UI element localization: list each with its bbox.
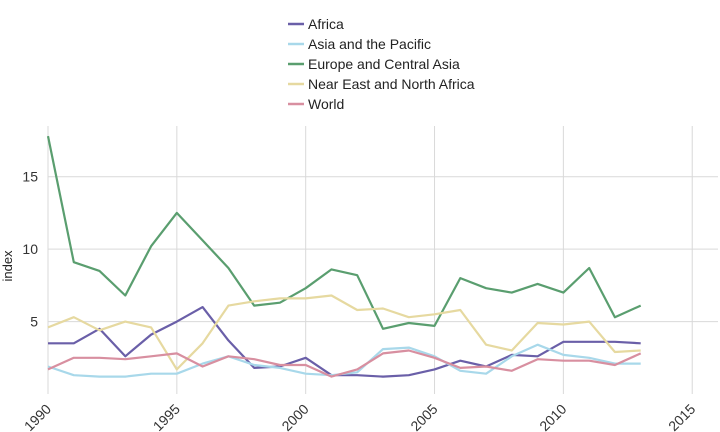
legend-label: Africa: [308, 16, 344, 32]
x-tick-label: 2005: [407, 401, 440, 432]
y-tick-label: 10: [22, 241, 38, 257]
series-line-1: [48, 306, 641, 378]
x-tick-label: 2000: [278, 401, 311, 432]
legend-label: World: [308, 96, 344, 112]
legend-label: Asia and the Pacific: [308, 36, 431, 52]
x-axis: 1990 1995 2000 2005 2010 2015: [21, 401, 699, 432]
x-tick-label: 1990: [21, 401, 54, 432]
y-tick-label: 5: [30, 314, 38, 330]
series-line-5: [47, 349, 642, 378]
x-tick-label: 2015: [665, 401, 698, 432]
series-line-4: [47, 294, 641, 371]
series-lines: [46, 135, 642, 378]
grid: [47, 126, 718, 394]
x-tick-label: 1995: [150, 401, 183, 432]
legend: Africa Asia and the Pacific Europe and Cen…: [288, 16, 475, 112]
series-line-3: [46, 135, 642, 330]
y-axis-label: index: [0, 250, 15, 282]
x-tick-label: 2010: [536, 401, 569, 432]
legend-label: Europe and Central Asia: [308, 56, 460, 72]
y-tick-label: 15: [22, 169, 38, 185]
legend-label: Near East and North Africa: [308, 76, 475, 92]
y-axis: 5 10 15: [22, 169, 38, 330]
